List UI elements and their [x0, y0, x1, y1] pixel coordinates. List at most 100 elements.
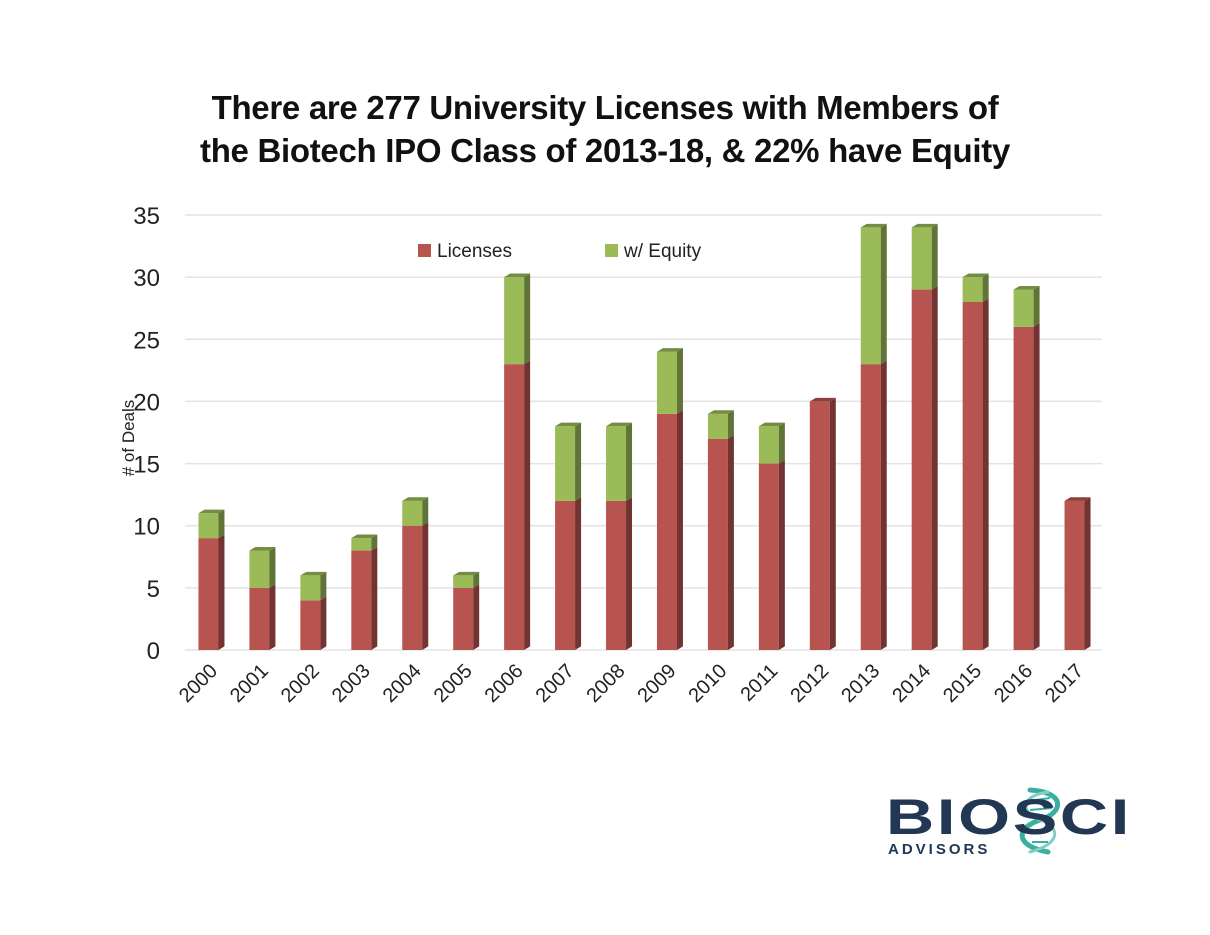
- legend-item: w/ Equity: [605, 241, 702, 262]
- bar-front: [453, 587, 474, 650]
- bar-front: [860, 364, 881, 650]
- bar-front: [300, 575, 321, 601]
- bar-front: [758, 426, 779, 464]
- bar-side: [676, 410, 683, 650]
- bar-segment-licenses: [198, 534, 225, 650]
- bar-side: [626, 422, 633, 501]
- bar-segment-licenses: [249, 584, 276, 650]
- bar-segment-equity: [249, 546, 276, 588]
- bar-front: [656, 413, 677, 650]
- bar-side: [371, 534, 378, 551]
- bar-side: [1033, 285, 1040, 327]
- legend: Licenses w/ Equity: [418, 241, 702, 262]
- x-tick-label: 2009: [633, 660, 680, 707]
- x-tick-label: 2005: [430, 660, 477, 707]
- x-tick-label: 2013: [837, 660, 884, 707]
- bar-side: [524, 360, 531, 650]
- bar-side: [626, 497, 633, 650]
- bar-segment-licenses: [656, 410, 683, 650]
- y-tick-label: 0: [147, 638, 160, 665]
- bar-segment-equity: [758, 422, 785, 464]
- bar-side: [880, 360, 887, 650]
- bar-top: [402, 497, 429, 501]
- bar-top: [911, 223, 938, 228]
- bar-front: [249, 587, 270, 650]
- bar-top: [504, 273, 531, 278]
- bar-front: [1013, 289, 1034, 327]
- x-tick-label: 2000: [175, 660, 222, 707]
- bar-front: [707, 438, 728, 650]
- bar-front: [758, 463, 779, 650]
- bar-front: [504, 364, 525, 650]
- bar-side: [422, 522, 429, 650]
- bar-top: [555, 422, 582, 427]
- bar-segment-licenses: [555, 497, 582, 650]
- x-tick-label: 2007: [532, 660, 579, 707]
- bar-segment-licenses: [402, 522, 429, 650]
- y-axis-ticks: 0 5 10 15 20 25 30 35: [133, 203, 160, 665]
- bar-front: [606, 426, 627, 501]
- bar-segment-licenses: [1064, 497, 1091, 650]
- bar-front: [911, 227, 932, 290]
- bar-side: [422, 497, 429, 526]
- bar-segment-licenses: [758, 459, 785, 650]
- bar-segment-licenses: [351, 546, 378, 650]
- bar-segment-equity: [656, 348, 683, 414]
- y-tick-label: 35: [133, 203, 160, 230]
- x-axis-ticks: 2000 2001 2002 2003 2004 2005 2006 2007 2008 2009…: [175, 660, 1088, 707]
- bar-segment-equity: [707, 410, 734, 439]
- bar-side: [473, 571, 480, 588]
- bar-side: [880, 223, 887, 365]
- bar-front: [707, 413, 728, 439]
- x-tick-label: 2004: [379, 660, 426, 707]
- bar-segment-licenses: [911, 285, 938, 650]
- bar-front: [249, 550, 270, 588]
- bar-front: [504, 277, 525, 365]
- bar-top: [300, 571, 327, 576]
- bar-front: [606, 500, 627, 650]
- bar-front: [351, 550, 372, 650]
- bar-segment-licenses: [1013, 323, 1040, 650]
- bar-side: [1084, 497, 1091, 650]
- bar-side: [829, 397, 836, 650]
- bar-segment-licenses: [962, 298, 989, 650]
- bar-side: [931, 285, 938, 650]
- bar-segment-equity: [555, 422, 582, 501]
- bar-side: [269, 546, 276, 588]
- bar-side: [473, 584, 480, 650]
- bar-top: [1064, 497, 1091, 501]
- bar-segment-equity: [453, 571, 480, 588]
- y-tick-label: 25: [133, 327, 160, 354]
- y-tick-label: 20: [133, 389, 160, 416]
- bar-front: [656, 351, 677, 414]
- bar-segment-equity: [351, 534, 378, 551]
- bar-segment-equity: [504, 273, 531, 365]
- bar-front: [860, 227, 881, 365]
- bar-side: [575, 497, 582, 650]
- bar-top: [249, 546, 276, 551]
- dna-helix-icon: [1019, 787, 1060, 855]
- bar-front: [300, 600, 321, 650]
- x-tick-label: 2012: [786, 660, 833, 707]
- bar-side: [1033, 323, 1040, 650]
- bar-side: [727, 435, 734, 650]
- logo-brand-top: BIOSCI: [886, 789, 1132, 845]
- bar-segment-equity: [198, 509, 225, 539]
- logo-brand-bottom: ADVISORS: [888, 841, 990, 858]
- x-tick-label: 2015: [939, 660, 986, 707]
- x-tick-label: 2001: [226, 660, 273, 707]
- bar-front: [809, 401, 830, 650]
- bar-segment-equity: [962, 273, 989, 302]
- bar-side: [778, 422, 785, 464]
- x-tick-label: 2006: [481, 660, 528, 707]
- bar-front: [962, 302, 983, 650]
- bar-segment-equity: [606, 422, 633, 501]
- bar-side: [778, 459, 785, 650]
- bar-side: [218, 509, 225, 539]
- x-tick-label: 2014: [888, 660, 935, 707]
- bar-segment-equity: [911, 223, 938, 290]
- chart-title-line-1: There are 277 University Licenses with M…: [211, 89, 999, 126]
- bar-front: [1064, 500, 1085, 650]
- bar-segment-equity: [402, 497, 429, 526]
